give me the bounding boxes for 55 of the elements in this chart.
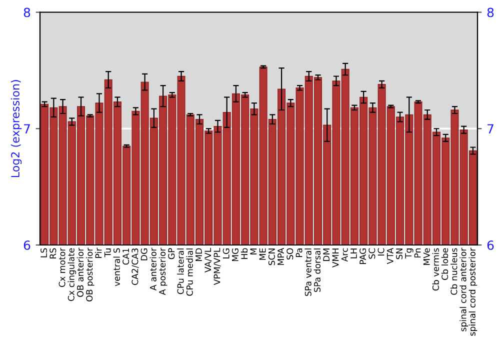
x-tick-label: SCN <box>268 248 275 266</box>
x-tick-label: SN <box>396 248 403 260</box>
x-tick-label: ME <box>259 248 266 260</box>
x-tick-label: Pa <box>296 248 302 258</box>
x-tick-label: OB anterior <box>76 248 84 297</box>
x-tick-label: Tu <box>104 248 111 258</box>
x-tick-label: A anterior <box>150 248 156 290</box>
x-tick-label: spinal cord anterior <box>460 248 468 332</box>
x-tick-label: A posterior <box>158 248 168 295</box>
x-tick-label: CPu lateral <box>177 248 184 294</box>
x-tick-label: SPa ventral <box>304 248 312 296</box>
x-tick-label: GP <box>168 248 175 260</box>
y-tick-label: 6 <box>24 240 30 250</box>
x-tick-label: Tg <box>405 248 414 259</box>
x-tick-label: CA1 <box>122 248 130 265</box>
x-tick-label: CA2/CA3 <box>132 248 139 285</box>
x-tick-label: DG <box>140 248 148 260</box>
y-axis-title: Log2 (expression) <box>10 80 22 178</box>
x-tick-label: SC <box>368 248 376 259</box>
x-tick-label: SPa dorsal <box>314 248 320 292</box>
x-tick-label: MVe <box>423 248 430 265</box>
x-tick-label: M <box>250 248 257 254</box>
x-tick-label: Cx cingulate <box>68 248 76 301</box>
x-tick-label: Cb vermis <box>432 248 439 291</box>
x-tick-label: VPM/VPL <box>214 248 221 286</box>
x-tick-label: MD <box>196 248 202 261</box>
x-tick-label: DM <box>323 248 330 261</box>
x-tick-label: Pn <box>414 248 421 258</box>
x-tick-label: Arc <box>341 248 348 262</box>
x-tick-label: LG <box>222 248 230 258</box>
x-tick-label: Cb nucleus <box>450 248 458 295</box>
x-tick-label: VTA <box>387 248 394 264</box>
x-tick-label: SO <box>286 248 294 260</box>
x-tick-label: MG <box>232 248 238 262</box>
y2-tick-label: 8 <box>487 8 494 18</box>
x-tick-label: IC <box>378 248 384 256</box>
x-tick-label: spinal cord posterior <box>468 248 478 336</box>
x-tick-label: LH <box>350 248 357 258</box>
x-tick-label: Hb <box>240 248 248 259</box>
x-tick-label: MPA <box>278 248 284 265</box>
y2-tick-label: 6 <box>487 240 494 250</box>
x-tick-label: OB posterior <box>86 248 94 302</box>
x-tick-label: LS <box>40 248 48 258</box>
y-tick-label: 8 <box>24 8 30 18</box>
x-tick-label: Pir <box>95 248 102 258</box>
x-tick-label: VA/VL <box>204 248 212 273</box>
y2-tick-label: 7 <box>488 124 494 134</box>
y-tick-label: 7 <box>24 124 30 134</box>
x-tick-label: VMH <box>332 248 339 268</box>
x-tick-label: Cb lobe <box>441 248 448 280</box>
x-tick-label: PAG <box>360 248 366 264</box>
x-tick-label: CPu medial <box>186 248 193 296</box>
x-tick-label: Cx motor <box>58 248 66 287</box>
x-tick-label: RS <box>50 248 56 258</box>
x-tick-label: ventral S <box>113 248 120 286</box>
